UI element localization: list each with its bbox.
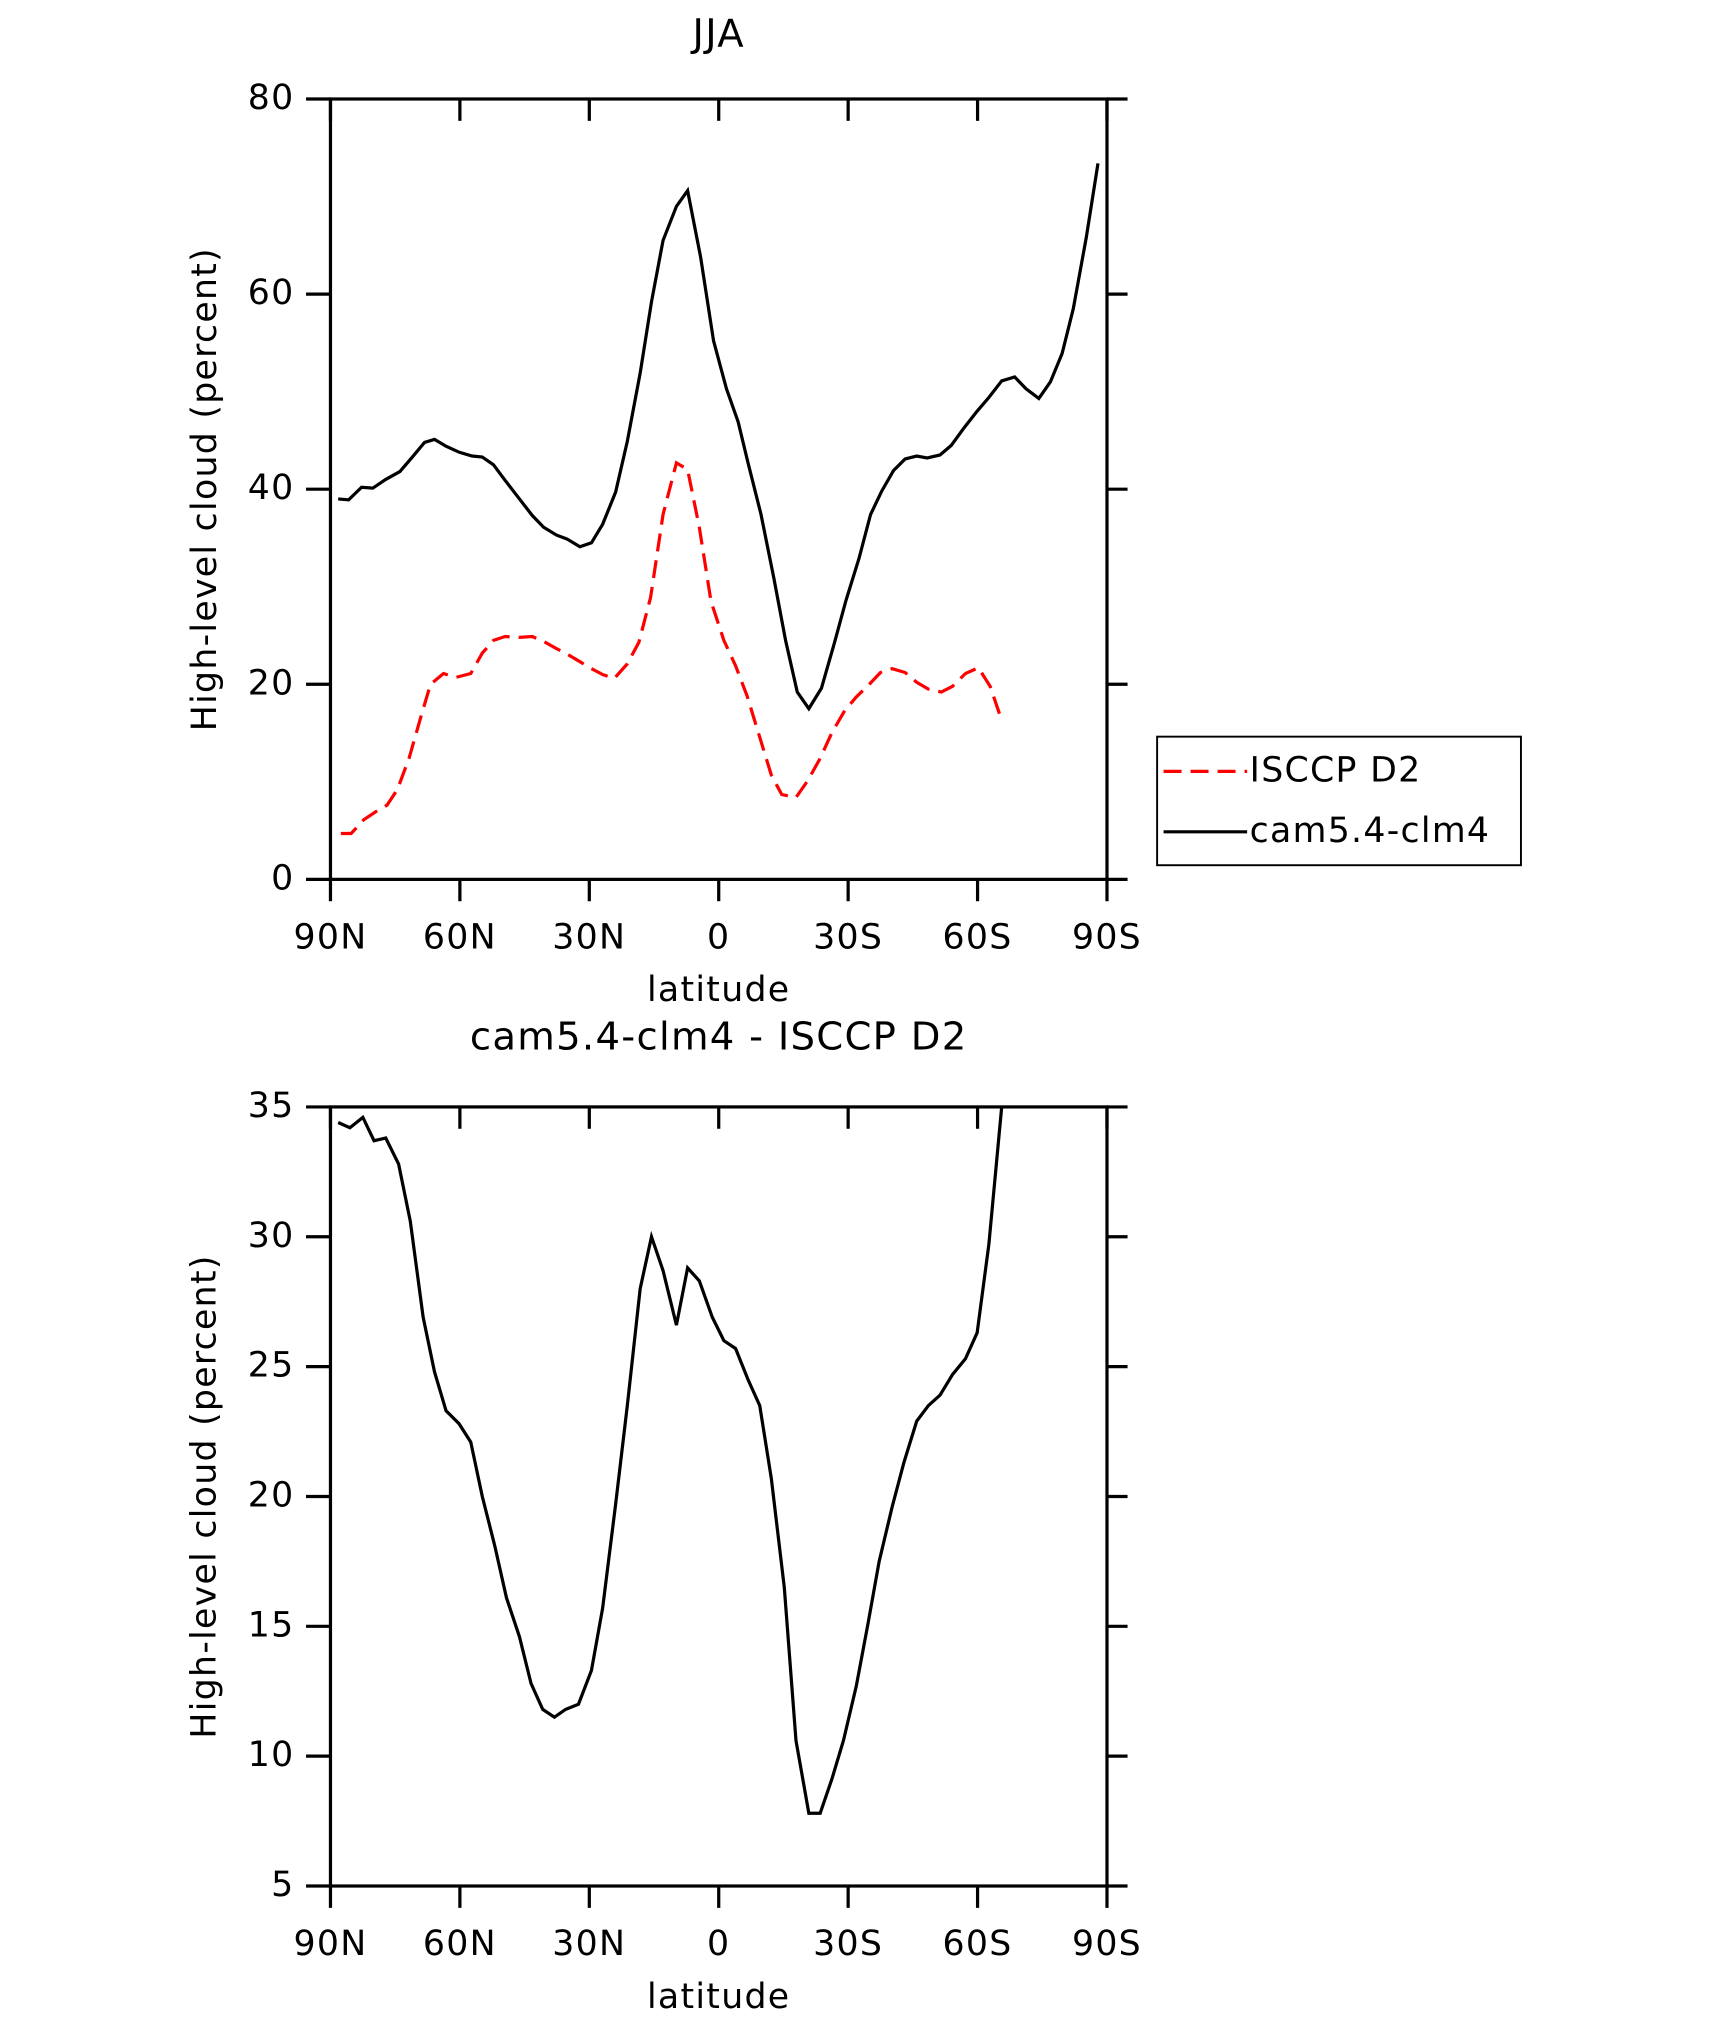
y-tick-label: 20 xyxy=(248,1475,295,1515)
plot-frame xyxy=(328,97,1109,881)
x-tick-label: 60N xyxy=(423,1924,497,1964)
x-tick-label: 90S xyxy=(1072,918,1142,958)
y-tick-label: 0 xyxy=(271,858,294,898)
data-line xyxy=(337,1106,1004,1815)
y-tick-label: 60 xyxy=(248,273,295,313)
x-tick-label: 0 xyxy=(707,1924,730,1964)
legend-label: cam5.4-clm4 xyxy=(1250,811,1491,851)
legend-box xyxy=(1156,735,1522,867)
chart-title: JJA xyxy=(691,11,745,56)
y-axis-label: High-level cloud (percent) xyxy=(185,247,225,731)
x-tick-label: 30S xyxy=(813,1924,883,1964)
y-tick-label: 20 xyxy=(248,663,295,703)
x-tick-label: 60S xyxy=(943,1924,1013,1964)
x-axis-label: latitude xyxy=(647,1977,790,2017)
y-tick-label: 5 xyxy=(271,1865,294,1905)
y-tick-label: 40 xyxy=(248,468,295,508)
x-tick-label: 60N xyxy=(423,918,497,958)
y-tick-label: 80 xyxy=(248,78,295,118)
x-tick-label: 30N xyxy=(552,1924,626,1964)
legend-label: ISCCP D2 xyxy=(1250,750,1422,790)
x-tick-label: 0 xyxy=(707,918,730,958)
data-line xyxy=(340,460,1004,836)
x-tick-label: 90N xyxy=(293,1924,367,1964)
chart-title: cam5.4-clm4 - ISCCP D2 xyxy=(470,1014,968,1059)
x-tick-label: 30N xyxy=(552,918,626,958)
x-tick-label: 60S xyxy=(943,918,1013,958)
x-tick-label: 90S xyxy=(1072,1924,1142,1964)
x-axis-label: latitude xyxy=(647,970,790,1010)
y-tick-label: 30 xyxy=(248,1216,295,1256)
y-tick-label: 10 xyxy=(248,1735,295,1775)
x-tick-label: 90N xyxy=(293,918,367,958)
x-tick-label: 30S xyxy=(813,918,883,958)
plot-frame xyxy=(328,1105,1109,1888)
y-tick-label: 35 xyxy=(248,1086,295,1126)
y-axis-label: High-level cloud (percent) xyxy=(185,1254,225,1738)
y-tick-label: 25 xyxy=(248,1346,295,1386)
y-tick-label: 15 xyxy=(248,1605,295,1645)
data-line xyxy=(338,163,1100,712)
